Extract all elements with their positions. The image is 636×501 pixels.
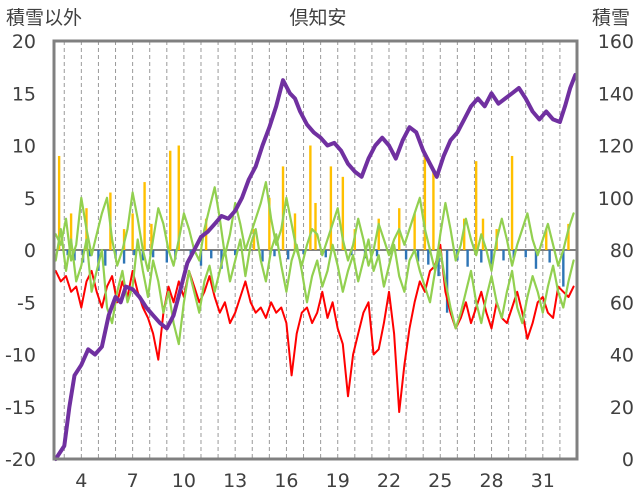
left-tick-label: -20 [5,449,36,471]
precip-bar [567,223,570,250]
precip-bar [252,229,256,250]
precip-bar [177,145,180,250]
sunshine-bar [548,250,551,263]
left-tick-label: 10 [12,136,36,158]
right-tick-label: 80 [610,240,634,262]
x-tick-label: 16 [274,470,298,492]
left-tick-label: -5 [17,292,36,314]
sunshine-bar [404,250,408,260]
right-tick-label: 0 [622,449,634,471]
max_temp_2-line [54,228,575,346]
line-layer [53,73,578,461]
precip-bar [131,213,134,250]
sunshine-bar [233,250,237,256]
left-tick-label: -10 [5,345,36,367]
sunshine-bar [502,250,505,261]
max_temp-line [54,181,575,272]
right-axis-title: 積雪 [592,7,630,29]
sunshine-bar [466,250,469,267]
precip-bar [69,213,73,250]
left-axis-tick-labels: 20 15 10 5 0 -5 -10 -15 -20 [5,31,36,471]
sunshine-bar [534,250,538,269]
precip-bar [413,213,416,250]
sunshine-bar [480,250,483,263]
sunshine-bar [88,250,92,257]
x-tick-label: 22 [377,470,401,492]
x-tick-label: 4 [75,470,87,492]
sunshine-bar [133,250,136,256]
precip-bar [309,145,312,250]
x-tick-label: 10 [172,470,196,492]
sunshine-bar [512,250,515,259]
x-tick-label: 25 [428,470,452,492]
sunshine-bar [151,250,155,258]
sunshine-bar [141,250,145,261]
right-axis-tick-labels: 160 140 120 100 80 60 40 20 0 [598,31,634,471]
right-tick-label: 160 [598,31,634,53]
sunshine-bar [375,250,379,257]
left-tick-label: 5 [24,188,36,210]
precip-bar [143,182,146,250]
sunshine-bar [122,250,126,264]
sunshine-bar [416,250,420,262]
precip-bar [377,218,380,250]
sunshine-bar [437,250,440,277]
right-tick-label: 100 [598,188,634,210]
x-axis-tick-labels: 4 7 10 13 16 19 22 25 28 31 [75,470,555,492]
right-tick-label: 140 [598,83,634,105]
precip-bar [329,166,333,250]
x-tick-label: 19 [326,470,350,492]
x-tick-label: 28 [479,470,503,492]
sunshine-bar [199,250,203,266]
sunshine-bar [490,250,493,265]
precip-bar [314,202,317,250]
left-axis-title: 積雪以外 [6,7,82,29]
precip-bar [268,197,271,250]
left-tick-label: 20 [12,31,36,53]
precip-bar [341,176,345,250]
right-tick-label: 40 [610,345,634,367]
left-tick-label: 15 [12,83,36,105]
sunshine-bar [210,250,213,259]
min_temp-line [54,243,575,413]
precip-bar [150,223,153,250]
right-tick-label: 20 [610,397,634,419]
precip-bar [510,155,514,250]
left-tick-label: -15 [5,397,36,419]
x-tick-label: 7 [127,470,139,492]
x-tick-label: 13 [223,470,247,492]
snow_depth-line [53,73,578,461]
sunshine-bar [104,250,107,266]
sunshine-bar [273,250,276,257]
plot-frame [52,39,579,461]
sunshine-bar [562,250,565,287]
precip-bar [57,155,61,250]
left-tick-label: 0 [24,240,36,262]
right-tick-label: 60 [610,292,634,314]
precip-bar [481,218,485,250]
precip-bar [474,161,478,250]
sunshine-bar [445,250,449,313]
precip-bar [432,171,435,250]
sunshine-bar [427,250,430,265]
x-tick-label: 31 [531,470,555,492]
precip-bar [281,166,285,250]
sunshine-bar [165,250,169,263]
precip-bar [423,155,427,250]
chart-title: 倶知安 [289,7,346,29]
sunshine-bar [66,250,69,256]
sunshine-bar [261,250,264,262]
sunshine-bar [302,250,305,255]
precip-bar [545,229,548,250]
right-tick-label: 120 [598,136,634,158]
sunshine-bar [324,250,327,258]
sunshine-bar [524,250,527,258]
precip-bar [169,150,172,250]
sunshine-bar [286,250,290,260]
sunshine-bar [73,250,76,261]
precip-bar [462,218,466,250]
precip-bar [293,213,297,250]
